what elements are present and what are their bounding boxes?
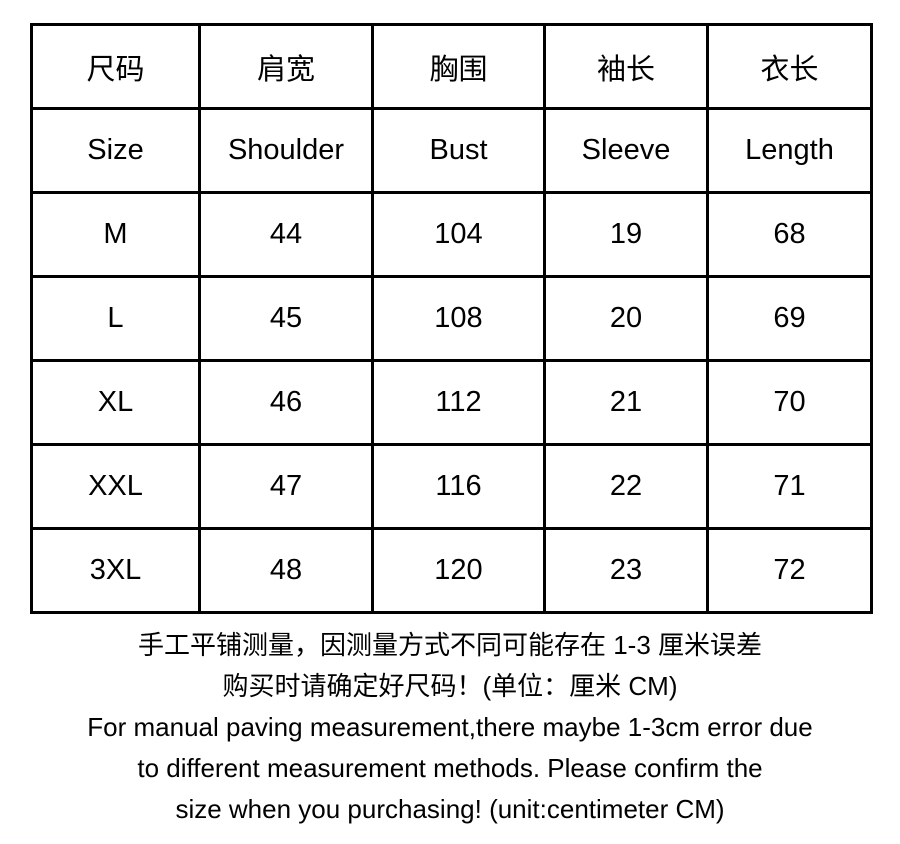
header-en-length: Length <box>706 107 873 194</box>
note-line-en-1: For manual paving measurement,there mayb… <box>87 712 813 742</box>
note-line-en-3: size when you purchasing! (unit:centimet… <box>175 794 725 824</box>
cell-length: 68 <box>706 191 873 278</box>
cell-size: XL <box>30 359 201 446</box>
cell-length: 70 <box>706 359 873 446</box>
table-row-m: M 44 104 19 68 <box>30 191 873 278</box>
cell-bust: 104 <box>371 191 546 278</box>
header-cn-shoulder: 肩宽 <box>198 23 374 110</box>
cell-shoulder: 48 <box>198 527 374 614</box>
cell-length: 69 <box>706 275 873 362</box>
cell-size: 3XL <box>30 527 201 614</box>
cell-length: 72 <box>706 527 873 614</box>
table-row-l: L 45 108 20 69 <box>30 275 873 362</box>
note-line-cn-1: 手工平铺测量，因测量方式不同可能存在 1-3 厘米误差 <box>137 630 763 660</box>
header-cn-size: 尺码 <box>30 23 201 110</box>
cell-sleeve: 23 <box>543 527 709 614</box>
cell-shoulder: 44 <box>198 191 374 278</box>
cell-size: M <box>30 191 201 278</box>
cell-size: L <box>30 275 201 362</box>
table-row-xxl: XXL 47 116 22 71 <box>30 443 873 530</box>
cell-sleeve: 20 <box>543 275 709 362</box>
header-en-sleeve: Sleeve <box>543 107 709 194</box>
header-cn-length: 衣长 <box>706 23 873 110</box>
header-en-size: Size <box>30 107 201 194</box>
header-cn-sleeve: 袖长 <box>543 23 709 110</box>
table-row-xl: XL 46 112 21 70 <box>30 359 873 446</box>
cell-bust: 108 <box>371 275 546 362</box>
cell-sleeve: 19 <box>543 191 709 278</box>
header-row-cn: 尺码 肩宽 胸围 袖长 衣长 <box>30 23 873 110</box>
cell-length: 71 <box>706 443 873 530</box>
header-row-en: Size Shoulder Bust Sleeve Length <box>30 107 873 194</box>
cell-sleeve: 21 <box>543 359 709 446</box>
cell-shoulder: 45 <box>198 275 374 362</box>
table-row-3xl: 3XL 48 120 23 72 <box>30 527 873 614</box>
cell-shoulder: 47 <box>198 443 374 530</box>
note-line-cn-2: 购买时请确定好尺码！(单位：厘米 CM) <box>222 671 678 701</box>
header-en-bust: Bust <box>371 107 546 194</box>
cell-bust: 112 <box>371 359 546 446</box>
size-chart-table: 尺码 肩宽 胸围 袖长 衣长 Size Shoulder Bust Sleeve… <box>30 23 873 614</box>
cell-size: XXL <box>30 443 201 530</box>
cell-bust: 120 <box>371 527 546 614</box>
header-en-shoulder: Shoulder <box>198 107 374 194</box>
cell-bust: 116 <box>371 443 546 530</box>
note-line-en-2: to different measurement methods. Please… <box>137 753 763 783</box>
measurement-notes: 手工平铺测量，因测量方式不同可能存在 1-3 厘米误差 购买时请确定好尺码！(单… <box>0 625 900 830</box>
cell-sleeve: 22 <box>543 443 709 530</box>
header-cn-bust: 胸围 <box>371 23 546 110</box>
cell-shoulder: 46 <box>198 359 374 446</box>
